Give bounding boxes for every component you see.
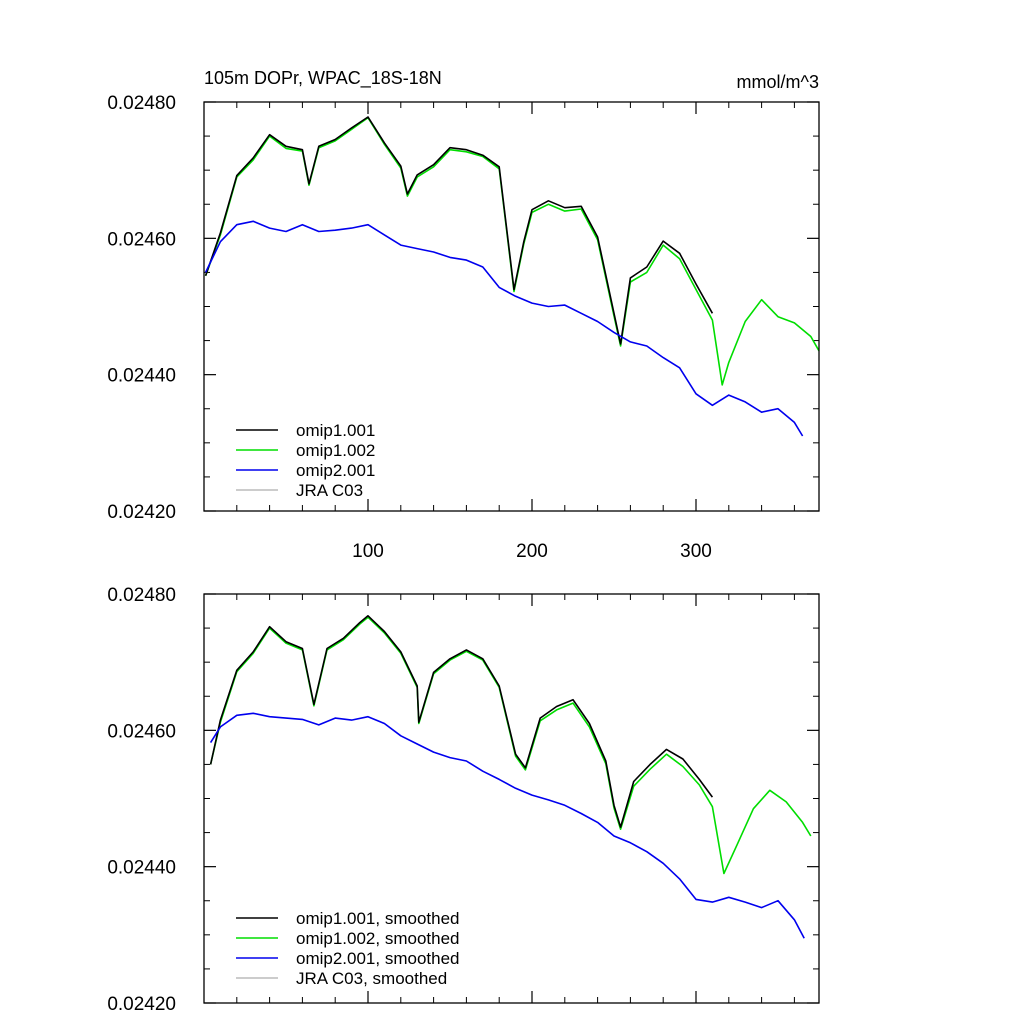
axes-ticks: 0.02420 0.02440 0.02460 0.02480	[107, 585, 819, 1015]
y-tick-label: 0.02460	[107, 721, 176, 742]
series-line-0	[204, 116, 714, 345]
legend-label: omip1.002	[296, 441, 375, 460]
y-tick-label: 0.02460	[107, 229, 176, 250]
legend-label: omip1.002, smoothed	[296, 929, 460, 948]
x-tick-label: 300	[680, 541, 712, 562]
y-tick-label: 0.02480	[107, 93, 176, 114]
axes-ticks: 0.02420 0.02440 0.02460 0.02480 100 200 300	[107, 93, 819, 562]
y-tick-label: 0.02440	[107, 366, 176, 387]
legend-label: omip1.001, smoothed	[296, 909, 460, 928]
series-line-2	[209, 712, 805, 939]
legend-label: omip2.001	[296, 461, 375, 480]
series-line-1	[209, 616, 812, 875]
top-panel: 105m DOPr, WPAC_18S-18N mmol/m^3 0.02420…	[107, 68, 820, 562]
series-line-0	[209, 615, 714, 828]
legend-label: omip1.001	[296, 421, 375, 440]
series-line-2	[204, 220, 804, 437]
x-tick-label: 200	[516, 541, 548, 562]
x-tick-label: 100	[352, 541, 384, 562]
y-tick-label: 0.02480	[107, 585, 176, 606]
series-lines	[209, 615, 812, 939]
series-lines	[204, 116, 820, 437]
plot-frame	[203, 593, 820, 1004]
legend-label: JRA C03, smoothed	[296, 969, 447, 988]
chart-units: mmol/m^3	[737, 72, 819, 92]
series-line-1	[204, 116, 820, 386]
y-tick-label: 0.02420	[107, 994, 176, 1015]
legend-label: JRA C03	[296, 481, 363, 500]
y-tick-label: 0.02440	[107, 858, 176, 879]
plot-frame	[203, 101, 820, 512]
chart-title: 105m DOPr, WPAC_18S-18N	[204, 68, 442, 89]
legend-label: omip2.001, smoothed	[296, 949, 460, 968]
y-tick-label: 0.02420	[107, 502, 176, 523]
bottom-panel: 0.02420 0.02440 0.02460 0.02480 omip1.001, …	[107, 585, 820, 1015]
